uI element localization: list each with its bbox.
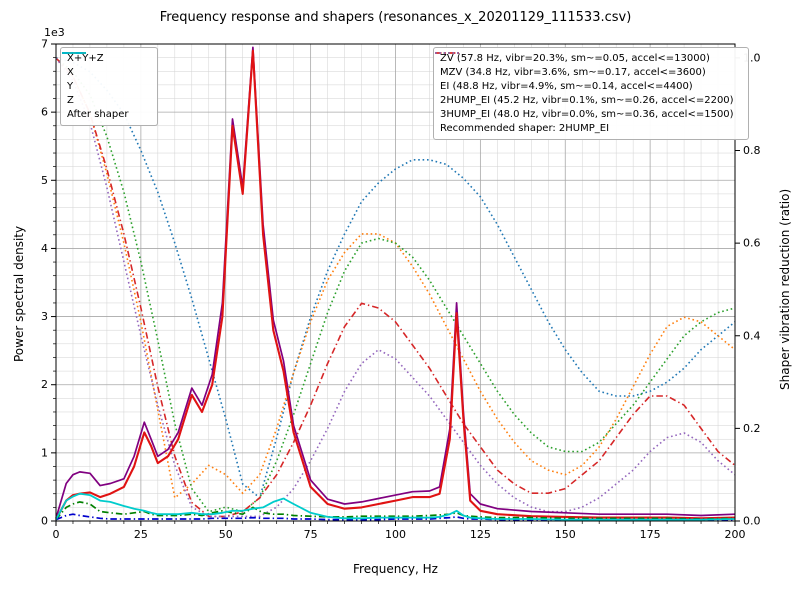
legend-entry-X: X [62,52,151,79]
x-tick-label: 0 [53,528,60,541]
psd-legend: X+Y+Z X Y Z After shaper [60,47,158,126]
chart-title: Frequency response and shapers (resonanc… [159,10,632,25]
legend-entry-3HUMP_EI: 3HUMP_EI (48.0 Hz, vibr=0.0%, sm~=0.36, … [435,52,742,121]
legend-entry-Y: Y [62,52,151,93]
x-tick-label: 200 [725,528,746,541]
x-tick-label: 75 [304,528,318,541]
legend-label: 3HUMP_EI (48.0 Hz, vibr=0.0%, sm~=0.36, … [440,109,734,120]
x-tick-label: 50 [219,528,233,541]
legend-label: ZV (57.8 Hz, vibr=20.3%, sm~=0.05, accel… [440,53,710,64]
shaper-curve-3HUMP_EI [55,57,736,518]
legend-label: Y [67,81,74,92]
left-y-tick-label: 4 [41,242,48,255]
legend-entry-Z: Z [62,52,151,107]
shaper-curve-2HUMP_EI [55,57,736,518]
right-y-tick-label: 0.6 [743,237,761,250]
shaper-legend: ZV (57.8 Hz, vibr=20.3%, sm~=0.05, accel… [433,47,749,140]
legend-label: Z [67,95,74,106]
x-tick-label: 150 [555,528,576,541]
legend-label: X+Y+Z [67,53,104,64]
x-tick-label: 25 [134,528,148,541]
shaper-curve-EI [55,57,736,513]
left-y-axis-label: Power spectral density [12,225,26,362]
shaper-curve-ZV [55,57,736,500]
legend-label: After shaper [67,109,129,120]
legend-line-sample [62,52,86,54]
legend-entry-ZV: ZV (57.8 Hz, vibr=20.3%, sm~=0.05, accel… [435,52,742,65]
x-tick-label: 125 [470,528,491,541]
left-y-tick-label: 2 [41,378,48,391]
legend-entry-2HUMP_EI: 2HUMP_EI (45.2 Hz, vibr=0.1%, sm~=0.26, … [435,52,742,107]
legend-label: Recommended shaper: 2HUMP_EI [440,123,610,134]
right-y-axis-label: Shaper vibration reduction (ratio) [778,188,792,390]
legend-entry-After-shaper: After shaper [62,52,151,121]
left-y-tick-label: 5 [41,174,48,187]
legend-label: EI (48.8 Hz, vibr=4.9%, sm~=0.14, accel<… [440,81,693,92]
left-y-tick-label: 3 [41,310,48,323]
psd-curve-X [55,49,736,521]
x-tick-label: 175 [640,528,661,541]
psd-curve-Y [55,501,736,521]
right-y-tick-label: 0.0 [743,515,761,528]
right-y-tick-label: 0.4 [743,329,761,342]
legend-line-sample [435,52,459,54]
left-y-tick-label: 7 [41,38,48,51]
left-y-tick-label: 0 [41,515,48,528]
x-tick-label: 100 [385,528,406,541]
x-axis-label: Frequency, Hz [353,562,438,576]
psd-curve-After-shaper [55,492,736,521]
legend-entry-MZV: MZV (34.8 Hz, vibr=3.6%, sm~=0.17, accel… [435,52,742,79]
legend-line-sample [434,48,460,58]
legend-label: X [67,67,74,78]
legend-entry-recommended-shaper: Recommended shaper: 2HUMP_EI [440,122,742,135]
right-y-tick-label: 0.2 [743,422,761,435]
psd-curve-X+Y+Z [55,46,736,519]
legend-entry-EI: EI (48.8 Hz, vibr=4.9%, sm~=0.14, accel<… [435,52,742,93]
right-y-tick-label: 0.8 [743,144,761,157]
legend-label: 2HUMP_EI (45.2 Hz, vibr=0.1%, sm~=0.26, … [440,95,734,106]
left-y-tick-label: 6 [41,106,48,119]
left-y-tick-label: 1 [41,446,48,459]
left-axis-scale-note: 1e3 [44,26,65,39]
legend-label: MZV (34.8 Hz, vibr=3.6%, sm~=0.17, accel… [440,67,706,78]
